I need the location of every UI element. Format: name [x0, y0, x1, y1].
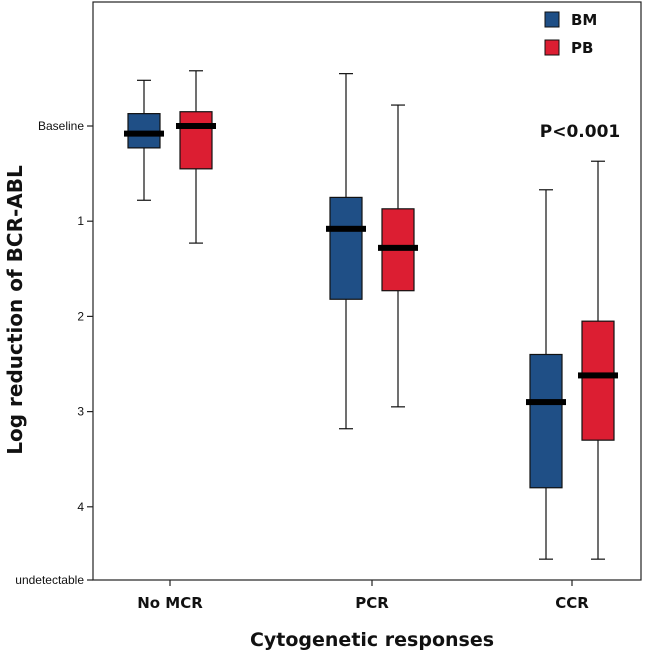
x-axis-title: Cytogenetic responses — [250, 629, 494, 651]
y-tick-label: Baseline — [38, 119, 84, 133]
median-bar — [526, 399, 566, 406]
box-bm-pcr — [326, 73, 366, 430]
y-tick-label: 1 — [77, 214, 84, 228]
median-bar — [578, 372, 618, 379]
y-tick-label: 4 — [77, 500, 84, 514]
y-tick-label: 2 — [77, 309, 84, 323]
x-category-label: No MCR — [137, 594, 203, 612]
x-category-label: PCR — [355, 594, 389, 612]
legend-label-pb: PB — [571, 39, 593, 57]
median-bar — [124, 130, 164, 137]
plot-area-frame — [92, 1, 642, 581]
box-pb-pcr — [378, 104, 418, 408]
legend-swatch-bm — [544, 11, 560, 28]
iqr-box — [179, 111, 213, 170]
legend: BM PB — [544, 11, 597, 57]
box-bm-ccr — [526, 189, 566, 560]
x-category-label: CCR — [555, 594, 589, 612]
box-pb-no-mcr — [176, 70, 216, 244]
y-tick-label: 3 — [77, 405, 84, 419]
legend-label-bm: BM — [571, 11, 597, 29]
median-bar — [378, 244, 418, 251]
p-value-annotation: P<0.001 — [540, 122, 620, 142]
iqr-box — [329, 196, 363, 300]
legend-swatch-pb — [544, 39, 560, 56]
median-bar — [326, 225, 366, 232]
y-axis-ticks: Baseline 1 2 3 4 undetectable — [15, 119, 93, 587]
iqr-box — [529, 353, 563, 489]
iqr-box — [581, 320, 615, 441]
box-bm-no-mcr — [124, 79, 164, 201]
box-pb-ccr — [578, 160, 618, 560]
median-bar — [176, 123, 216, 129]
x-axis-categories: No MCR PCR CCR — [137, 580, 589, 612]
box-series-layer — [124, 70, 618, 560]
y-axis-title: Log reduction of BCR-ABL — [3, 165, 27, 455]
y-tick-label: undetectable — [15, 573, 84, 587]
